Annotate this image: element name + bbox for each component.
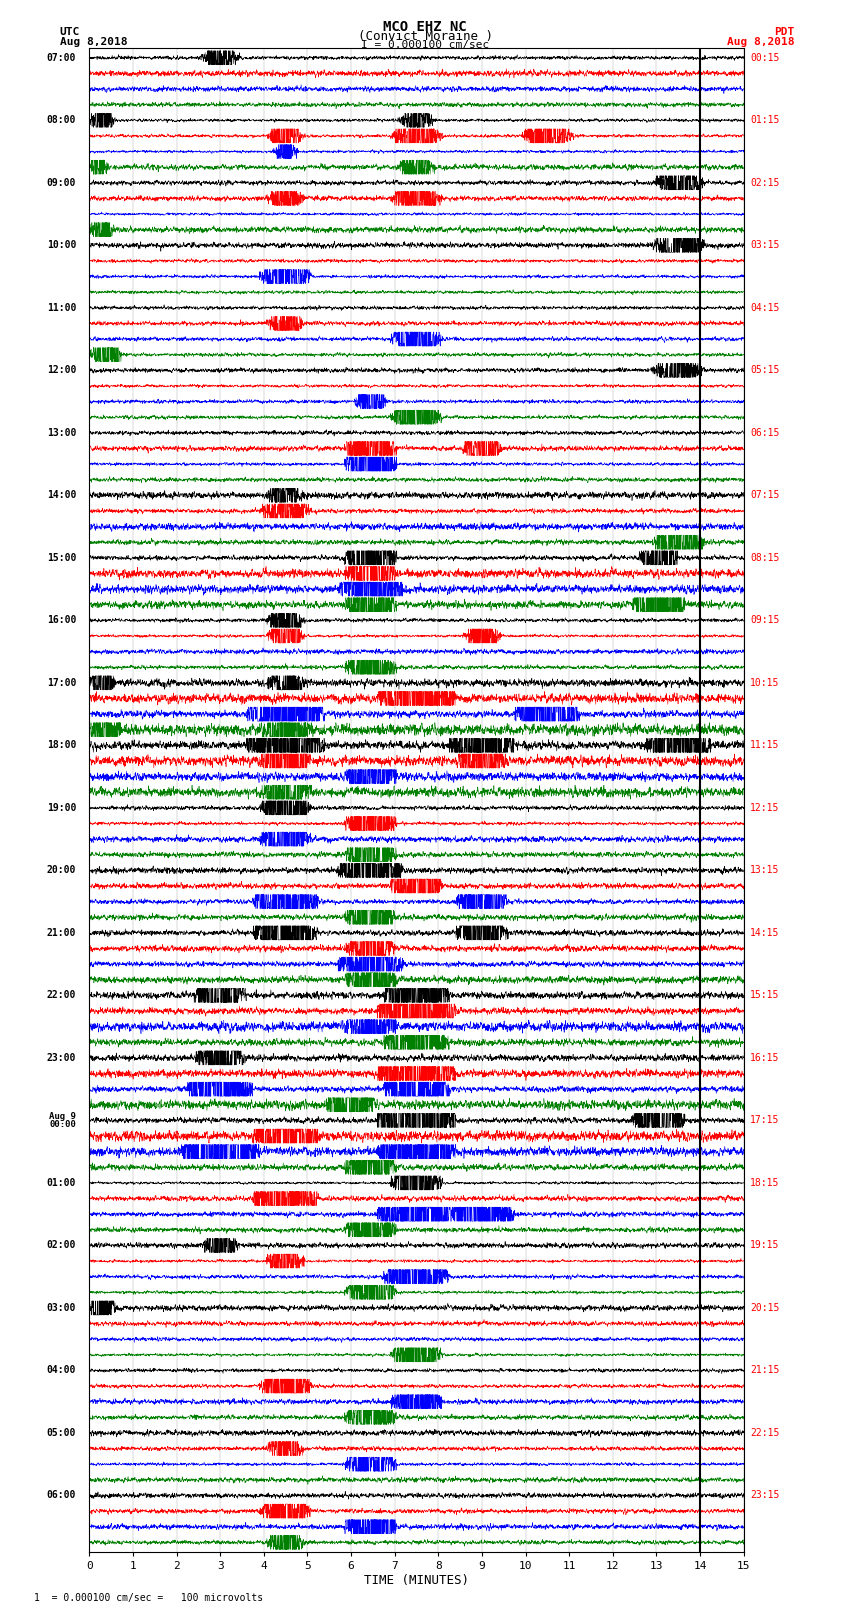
Text: 18:15: 18:15 [751, 1177, 779, 1187]
Text: PDT: PDT [774, 27, 795, 37]
Text: UTC: UTC [60, 27, 80, 37]
Text: 12:00: 12:00 [47, 365, 76, 376]
Text: 18:00: 18:00 [47, 740, 76, 750]
Text: 10:15: 10:15 [751, 677, 779, 687]
Text: 10:00: 10:00 [47, 240, 76, 250]
Text: 07:00: 07:00 [47, 53, 76, 63]
Text: 01:00: 01:00 [47, 1177, 76, 1187]
Text: 03:00: 03:00 [47, 1303, 76, 1313]
Text: 03:15: 03:15 [751, 240, 779, 250]
Text: 06:15: 06:15 [751, 427, 779, 437]
Text: 1  = 0.000100 cm/sec =   100 microvolts: 1 = 0.000100 cm/sec = 100 microvolts [34, 1594, 264, 1603]
Text: 11:15: 11:15 [751, 740, 779, 750]
Text: 08:00: 08:00 [47, 115, 76, 126]
Text: 04:15: 04:15 [751, 303, 779, 313]
Text: Aug 8,2018: Aug 8,2018 [60, 37, 127, 47]
Text: 20:15: 20:15 [751, 1303, 779, 1313]
Text: 00:15: 00:15 [751, 53, 779, 63]
Text: 08:15: 08:15 [751, 553, 779, 563]
Text: 17:15: 17:15 [751, 1116, 779, 1126]
Text: 13:00: 13:00 [47, 427, 76, 437]
Text: 11:00: 11:00 [47, 303, 76, 313]
Text: Aug 8,2018: Aug 8,2018 [728, 37, 795, 47]
Text: 14:15: 14:15 [751, 927, 779, 937]
Text: 22:15: 22:15 [751, 1428, 779, 1437]
Text: 19:00: 19:00 [47, 803, 76, 813]
Text: 22:00: 22:00 [47, 990, 76, 1000]
Text: 06:00: 06:00 [47, 1490, 76, 1500]
Text: 04:00: 04:00 [47, 1366, 76, 1376]
Text: 20:00: 20:00 [47, 865, 76, 876]
Text: 01:15: 01:15 [751, 115, 779, 126]
Text: 02:00: 02:00 [47, 1240, 76, 1250]
Text: 16:15: 16:15 [751, 1053, 779, 1063]
Text: 09:00: 09:00 [47, 177, 76, 187]
Text: 12:15: 12:15 [751, 803, 779, 813]
Text: 02:15: 02:15 [751, 177, 779, 187]
Text: MCO EHZ NC: MCO EHZ NC [383, 19, 467, 34]
Text: 21:00: 21:00 [47, 927, 76, 937]
Text: 23:00: 23:00 [47, 1053, 76, 1063]
Text: 07:15: 07:15 [751, 490, 779, 500]
Text: (Convict Moraine ): (Convict Moraine ) [358, 31, 492, 44]
Text: 00:00: 00:00 [49, 1119, 76, 1129]
Text: 09:15: 09:15 [751, 615, 779, 626]
Text: 17:00: 17:00 [47, 677, 76, 687]
Text: 19:15: 19:15 [751, 1240, 779, 1250]
Text: 21:15: 21:15 [751, 1366, 779, 1376]
X-axis label: TIME (MINUTES): TIME (MINUTES) [364, 1574, 469, 1587]
Text: 23:15: 23:15 [751, 1490, 779, 1500]
Text: 13:15: 13:15 [751, 865, 779, 876]
Text: 15:15: 15:15 [751, 990, 779, 1000]
Text: 05:00: 05:00 [47, 1428, 76, 1437]
Text: Aug 9: Aug 9 [49, 1111, 76, 1121]
Text: 16:00: 16:00 [47, 615, 76, 626]
Text: 14:00: 14:00 [47, 490, 76, 500]
Text: I = 0.000100 cm/sec: I = 0.000100 cm/sec [361, 39, 489, 50]
Text: 15:00: 15:00 [47, 553, 76, 563]
Text: 05:15: 05:15 [751, 365, 779, 376]
